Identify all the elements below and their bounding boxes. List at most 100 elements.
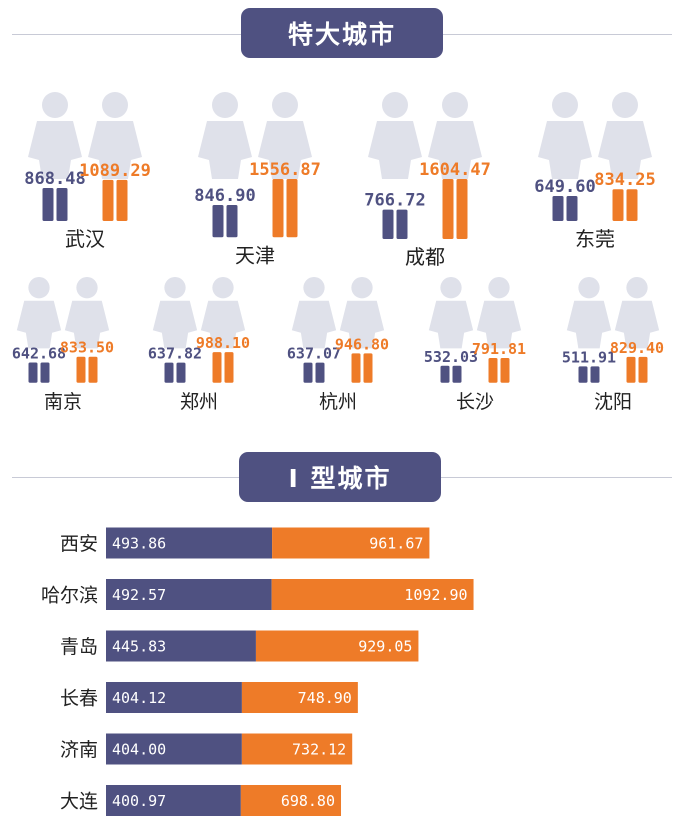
orange-value-label: 829.40 <box>610 339 664 357</box>
leg-right <box>116 179 128 221</box>
person-body <box>88 121 142 179</box>
navy-legs-mark <box>28 362 50 383</box>
leg-right <box>226 204 238 238</box>
person-body <box>476 300 522 349</box>
orange-legs-mark <box>272 179 298 238</box>
leg-left <box>272 179 284 238</box>
person-head <box>440 277 462 299</box>
leg-right <box>286 179 298 238</box>
city-label: 南京 <box>44 391 82 413</box>
navy-value-label: 404.12 <box>112 689 166 707</box>
person-head <box>442 92 468 118</box>
city-label: 西安 <box>60 533 98 555</box>
person-head <box>42 92 68 118</box>
bar-orange <box>272 527 430 559</box>
orange-value-label: 1604.47 <box>419 160 491 180</box>
leg-left <box>76 356 86 383</box>
orange-value-label: 732.12 <box>292 741 346 759</box>
leg-left <box>212 352 222 383</box>
leg-right <box>56 187 68 221</box>
city-label: 武汉 <box>65 227 105 251</box>
navy-value-label: 492.57 <box>112 586 166 604</box>
orange-legs-mark <box>442 179 468 239</box>
person-body <box>152 300 198 349</box>
orange-value-label: 1092.90 <box>404 586 467 604</box>
navy-value-label: 637.82 <box>148 345 202 363</box>
person-body <box>614 300 660 349</box>
orange-value-label: 988.10 <box>196 334 250 352</box>
orange-value-label: 748.90 <box>298 689 352 707</box>
person-body <box>598 121 652 179</box>
person-figure-navy <box>428 277 474 349</box>
navy-legs-mark <box>578 366 600 383</box>
navy-value-label: 868.48 <box>24 169 85 189</box>
leg-left <box>612 189 624 221</box>
person-body <box>64 300 110 349</box>
bar-orange <box>271 579 474 610</box>
orange-value-label: 929.05 <box>358 638 412 656</box>
navy-value-label: 637.07 <box>287 345 341 363</box>
leg-left <box>102 179 114 221</box>
city-label: 杭州 <box>319 391 357 413</box>
person-body <box>368 121 422 179</box>
city-pair-1: 846.90 1556.87 天津 <box>194 92 321 267</box>
person-figure-orange <box>258 92 312 179</box>
leg-right <box>88 356 98 383</box>
city-label: 长春 <box>60 688 98 710</box>
bar-row-2: 青岛 445.83 929.05 <box>60 630 419 662</box>
leg-right <box>224 352 234 383</box>
person-head <box>212 277 234 299</box>
leg-right <box>40 362 50 383</box>
city-label: 沈阳 <box>594 391 632 413</box>
orange-legs-mark <box>612 189 638 221</box>
person-figure-orange <box>476 277 522 349</box>
navy-value-label: 404.00 <box>112 741 166 759</box>
orange-legs-mark <box>626 356 648 383</box>
leg-right <box>452 365 462 383</box>
person-body <box>566 300 612 349</box>
navy-legs-mark <box>212 204 238 238</box>
person-body <box>339 300 385 349</box>
orange-value-label: 1556.87 <box>249 160 321 180</box>
person-figure-orange <box>339 277 385 349</box>
orange-value-label: 833.50 <box>60 339 114 357</box>
type1-city-bar-chart: 西安 493.86 961.67 哈尔滨 492.57 1092.90 青岛 445.83 92… <box>41 527 474 816</box>
city-label: 哈尔滨 <box>41 585 98 607</box>
person-figure-navy <box>566 277 612 349</box>
person-head <box>102 92 128 118</box>
bar-row-0: 西安 493.86 961.67 <box>60 527 430 559</box>
bar-orange <box>241 682 358 713</box>
person-figure-orange <box>64 277 110 349</box>
navy-value-label: 511.91 <box>562 348 616 366</box>
orange-value-label: 834.25 <box>594 170 655 190</box>
orange-legs-mark <box>212 352 234 383</box>
leg-left <box>442 179 454 239</box>
leg-right <box>396 209 408 239</box>
person-figure-navy <box>291 277 337 349</box>
person-head <box>612 92 638 118</box>
bar-navy <box>106 733 242 765</box>
person-figure-orange <box>598 92 652 179</box>
navy-value-label: 532.03 <box>424 348 478 366</box>
orange-value-label: 791.81 <box>472 340 526 358</box>
bar-navy <box>106 682 242 713</box>
leg-right <box>315 362 325 383</box>
city-label: 济南 <box>60 739 98 761</box>
leg-left <box>488 357 498 383</box>
person-head <box>303 277 325 299</box>
person-head <box>212 92 238 118</box>
person-figure-navy <box>152 277 198 349</box>
navy-value-label: 766.72 <box>364 191 425 211</box>
bar-navy <box>106 579 272 610</box>
leg-right <box>363 353 373 383</box>
person-figure-orange <box>428 92 482 179</box>
person-head <box>28 277 50 299</box>
orange-value-label: 961.67 <box>369 535 423 553</box>
orange-value-label: 946.80 <box>335 335 389 353</box>
leg-right <box>176 362 186 383</box>
city-label: 郑州 <box>180 391 218 413</box>
navy-value-label: 445.83 <box>112 638 166 656</box>
